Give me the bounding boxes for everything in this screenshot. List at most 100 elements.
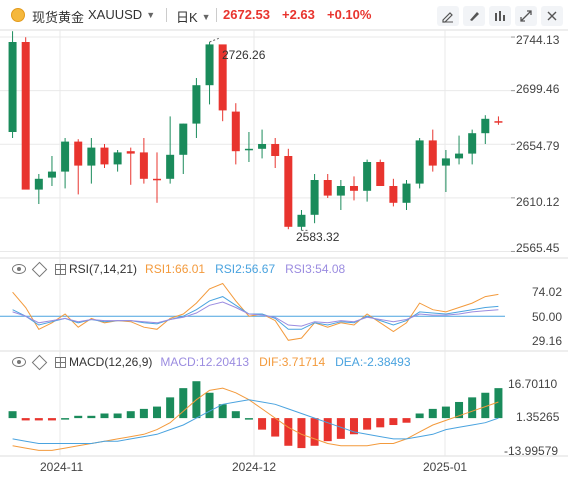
- macd-bar: [47, 418, 56, 421]
- draw-tool-button[interactable]: [437, 6, 459, 26]
- macd-bar: [34, 418, 43, 421]
- candle-body: [402, 183, 411, 203]
- candle-body: [126, 151, 135, 154]
- macd-bar: [441, 406, 450, 419]
- macd-bar: [218, 404, 227, 419]
- macd-axis-label: 16.70110: [508, 377, 558, 391]
- dea-value: DEA:-2.38493: [335, 355, 411, 369]
- time-axis-label: 2025-01: [423, 460, 468, 474]
- chevron-down-icon: ▼: [201, 11, 211, 22]
- candle-body: [428, 140, 437, 166]
- macd-bar: [179, 388, 188, 419]
- dif-value: DIF:3.71714: [259, 355, 326, 369]
- candle-body: [153, 178, 162, 181]
- macd-layer: [8, 381, 503, 451]
- fullscreen-button[interactable]: [515, 6, 537, 26]
- macd-bar: [468, 397, 477, 419]
- macd-bar: [258, 418, 267, 430]
- macd-bar: [389, 418, 398, 426]
- candle-body: [336, 186, 345, 196]
- macd-bar: [61, 418, 70, 420]
- candle-body: [389, 186, 398, 203]
- macd-bar: [166, 397, 175, 419]
- low-annotation: 2583.32: [296, 230, 340, 244]
- hide-eye-icon[interactable]: [12, 264, 26, 274]
- close-button[interactable]: [541, 6, 563, 26]
- price-axis-label: 2610.12: [516, 195, 560, 209]
- header-divider: [216, 8, 217, 22]
- macd-legend: MACD(12,26,9) MACD:12.20413 DIF:3.71714 …: [12, 354, 411, 370]
- period-label: 日K: [176, 10, 198, 25]
- candle-body: [244, 148, 253, 151]
- candle-body: [8, 42, 17, 132]
- candle-body: [258, 144, 267, 149]
- macd-bar: [205, 392, 214, 419]
- candle-body: [297, 214, 306, 227]
- macd-title: MACD(12,26,9): [69, 355, 153, 369]
- macd-bar: [21, 418, 30, 421]
- candle-body: [455, 153, 464, 159]
- gold-coin-icon: [11, 8, 25, 22]
- candle-body: [113, 152, 122, 165]
- candle-body: [441, 158, 450, 166]
- price-axis-label: 2699.46: [516, 82, 560, 96]
- macd-bar: [455, 401, 464, 419]
- macd-bar: [87, 415, 96, 419]
- settings-gear-icon[interactable]: [31, 261, 48, 277]
- candles-layer: [8, 31, 503, 231]
- candle-body: [179, 123, 188, 155]
- macd-bar: [153, 406, 162, 419]
- candle-body: [349, 186, 358, 191]
- instrument-symbol-dropdown[interactable]: XAUUSD ▼: [88, 7, 155, 22]
- brush-tool-button[interactable]: [463, 6, 485, 26]
- rsi-legend: RSI(7,14,21) RSI1:66.01 RSI2:56.67 RSI3:…: [12, 261, 345, 277]
- dea-line: [12, 399, 499, 444]
- close-icon: [547, 11, 557, 21]
- chart-grid: [0, 29, 568, 457]
- candle-body: [21, 42, 30, 190]
- price-axis-label: 2654.79: [516, 139, 560, 153]
- macd-bar: [8, 411, 17, 419]
- rsi2-line: [12, 296, 499, 330]
- candle-body: [61, 141, 70, 172]
- rsi-axis-label: 74.02: [532, 285, 563, 299]
- macd-bar: [271, 418, 280, 437]
- candle-body: [34, 178, 43, 190]
- macd-bar: [494, 388, 503, 419]
- candle-body: [468, 133, 477, 154]
- settings-gear-icon[interactable]: [31, 354, 48, 370]
- candle-body: [166, 154, 175, 179]
- candle-body: [139, 152, 148, 179]
- price-change-percent: +0.10%: [327, 7, 372, 22]
- rsi-axis-label: 50.00: [532, 310, 563, 324]
- brush-icon: [470, 12, 479, 21]
- candle-body: [323, 180, 332, 196]
- rsi1-line: [12, 282, 499, 341]
- macd-bar: [231, 411, 240, 419]
- macd-value: MACD:12.20413: [160, 355, 250, 369]
- macd-bar: [100, 413, 109, 419]
- macd-bar: [402, 418, 411, 423]
- rsi-layer: [0, 282, 505, 341]
- period-dropdown[interactable]: 日K ▼: [176, 7, 211, 26]
- table-icon[interactable]: [55, 356, 66, 368]
- macd-bar: [284, 418, 293, 446]
- macd-bar: [376, 418, 385, 428]
- macd-bar: [244, 418, 253, 420]
- price-axis-label: 2565.45: [516, 241, 560, 255]
- candle-body: [310, 180, 319, 215]
- candle-body: [284, 156, 293, 227]
- candle-body: [363, 162, 372, 191]
- hide-eye-icon[interactable]: [12, 357, 26, 367]
- high-leader: [209, 37, 220, 43]
- candle-body: [376, 162, 385, 186]
- indicator-settings-button[interactable]: [489, 6, 511, 26]
- time-axis-label: 2024-12: [232, 460, 277, 474]
- macd-bar: [336, 418, 345, 439]
- candle-body: [218, 44, 227, 111]
- time-axis-label: 2024-11: [40, 460, 84, 474]
- expand-icon: [520, 10, 532, 22]
- table-icon[interactable]: [55, 263, 66, 275]
- candle-body: [231, 111, 240, 152]
